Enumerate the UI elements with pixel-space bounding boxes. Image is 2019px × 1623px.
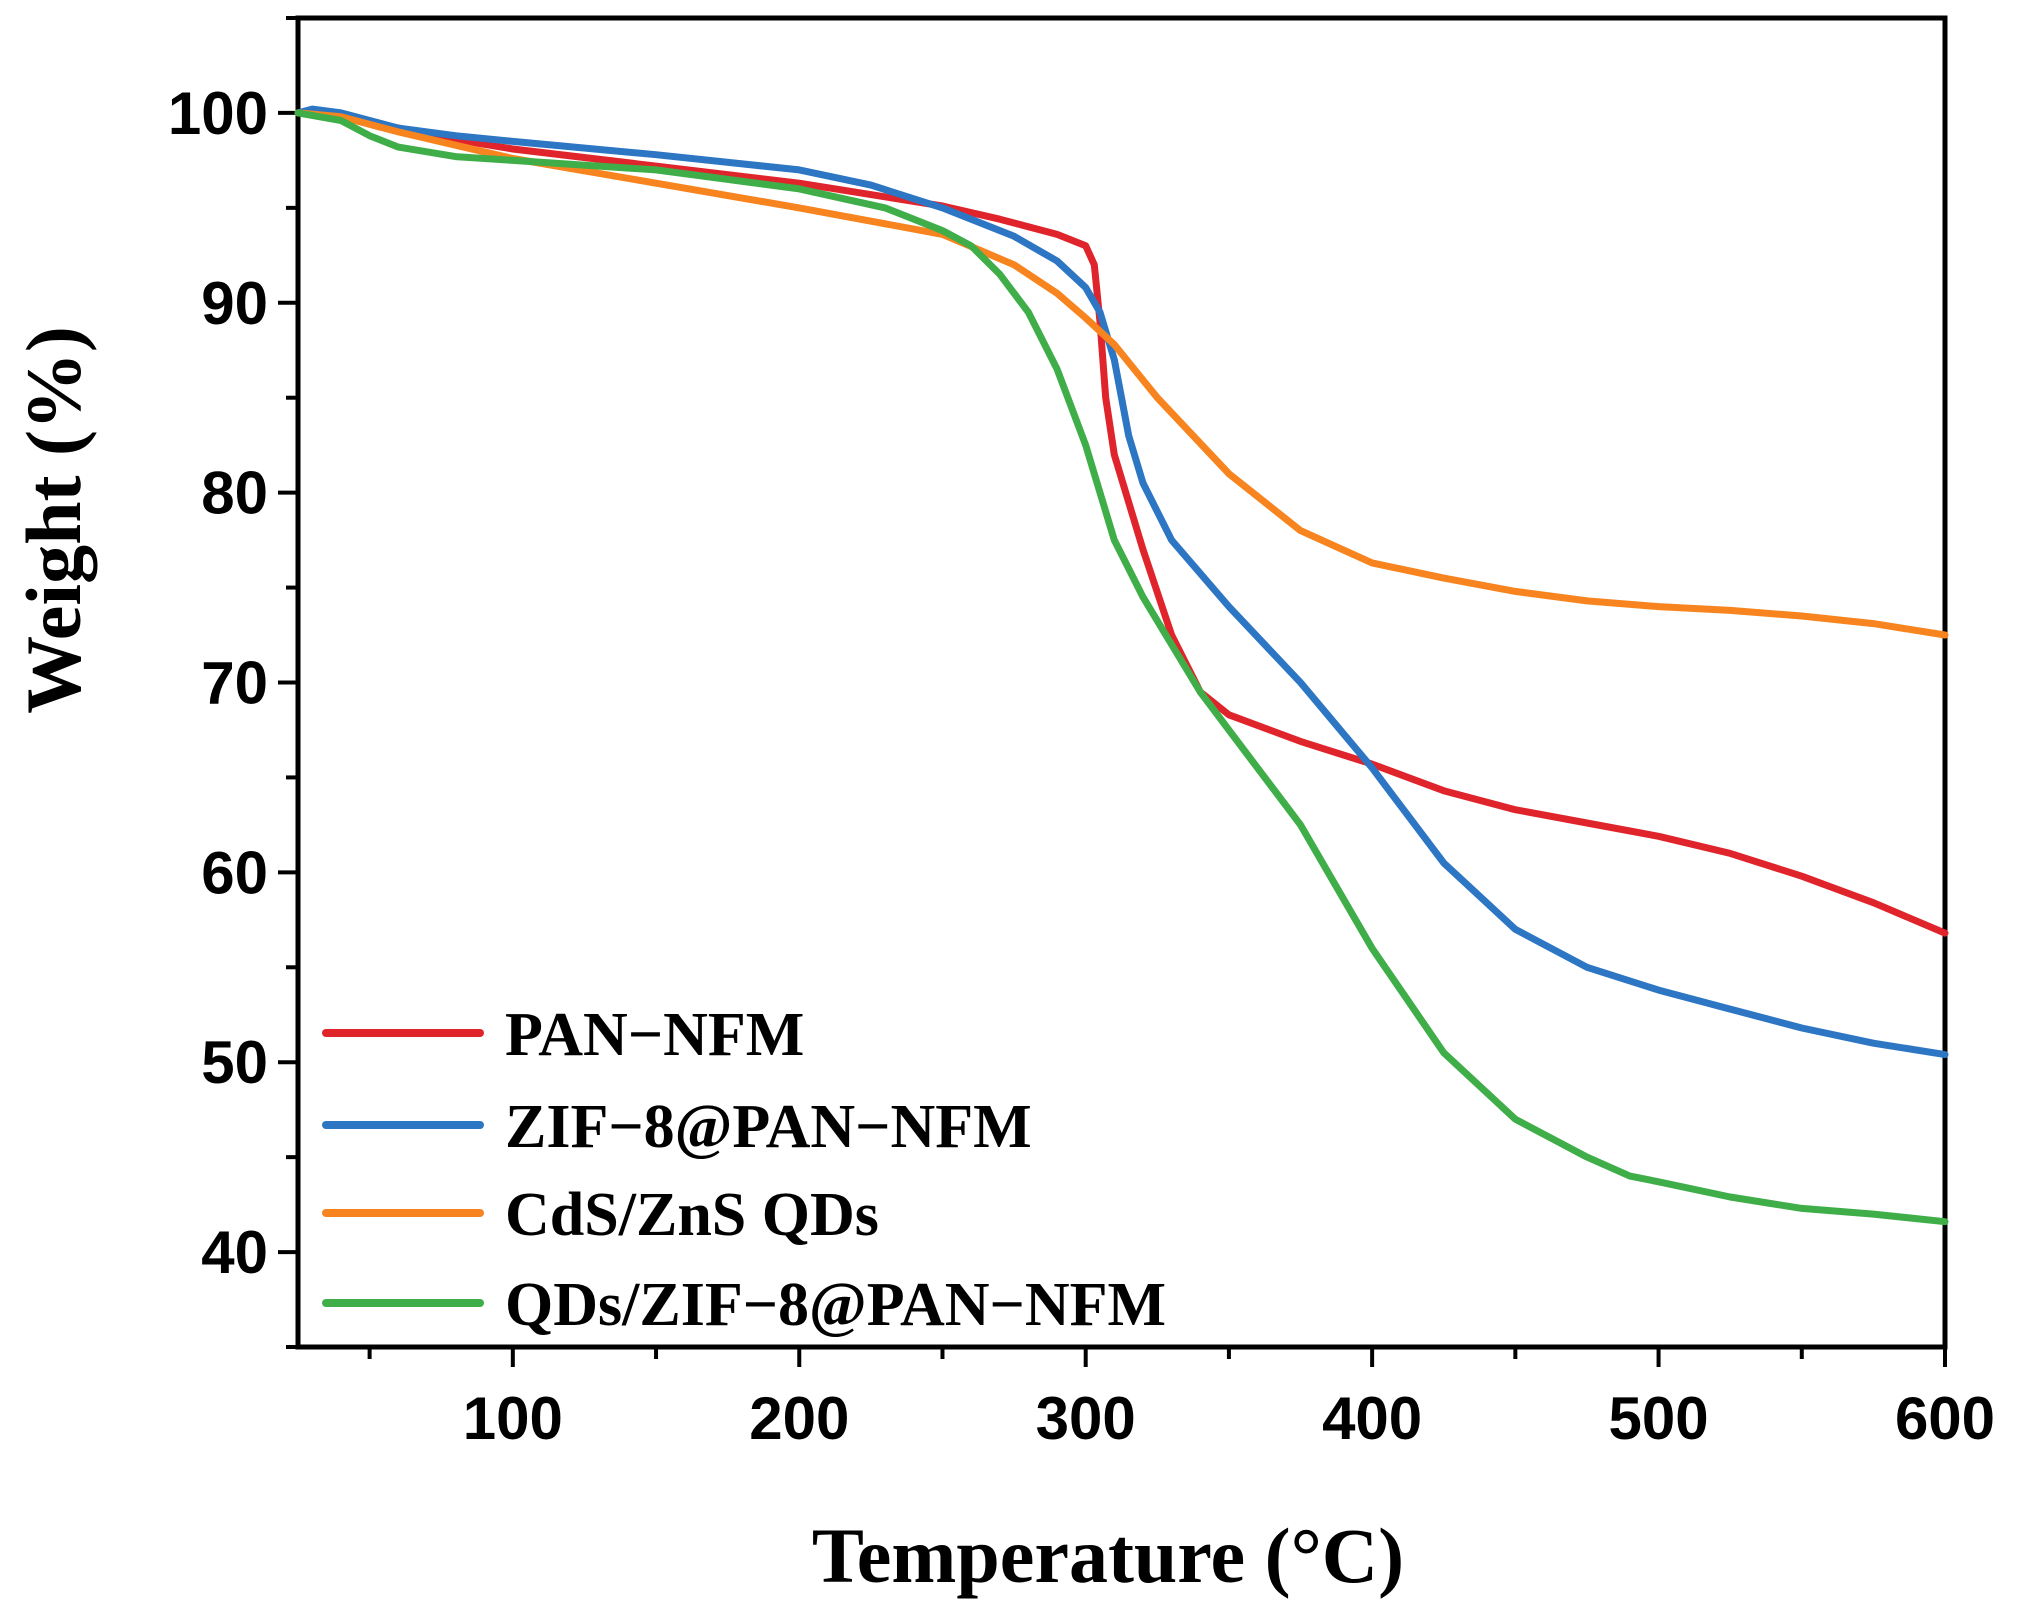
series-line-2 (294, 105, 1949, 1059)
y-tick-label: 50 (201, 1029, 268, 1096)
x-tick-label: 400 (1322, 1385, 1422, 1452)
y-tick-label: 70 (201, 650, 268, 717)
x-tick-label: 600 (1895, 1385, 1995, 1452)
x-tick-label: 500 (1609, 1385, 1709, 1452)
legend: PAN−NFM ZIF−8@PAN−NFM CdS/ZnS QDs QDs/ZIF−8… (322, 1001, 1166, 1339)
legend-label-4: QDs/ZIF−8@PAN−NFM (505, 1271, 1166, 1339)
x-axis: 100 200 300 400 500 600 (367, 1347, 1995, 1452)
y-tick-label: 90 (201, 270, 268, 337)
y-tick-label: 100 (168, 80, 268, 147)
x-axis-title: Temperature (°C) (812, 1512, 1404, 1599)
y-axis-title: Weight (%) (10, 326, 97, 714)
legend-label-2: ZIF−8@PAN−NFM (505, 1093, 1032, 1161)
y-tick-label: 60 (201, 839, 268, 906)
x-tick-label: 200 (749, 1385, 849, 1452)
legend-label-3: CdS/ZnS QDs (505, 1181, 879, 1249)
series-line-4 (294, 109, 1949, 1226)
y-tick-label: 40 (201, 1219, 268, 1286)
x-tick-label: 300 (1036, 1385, 1136, 1452)
legend-label-1: PAN−NFM (505, 1001, 804, 1069)
x-tick-label: 100 (463, 1385, 563, 1452)
y-axis: 40 50 60 70 80 90 100 (168, 16, 298, 1349)
y-tick-label: 80 (201, 460, 268, 527)
series-layer (294, 105, 1949, 1226)
series-line-1 (294, 107, 1949, 937)
